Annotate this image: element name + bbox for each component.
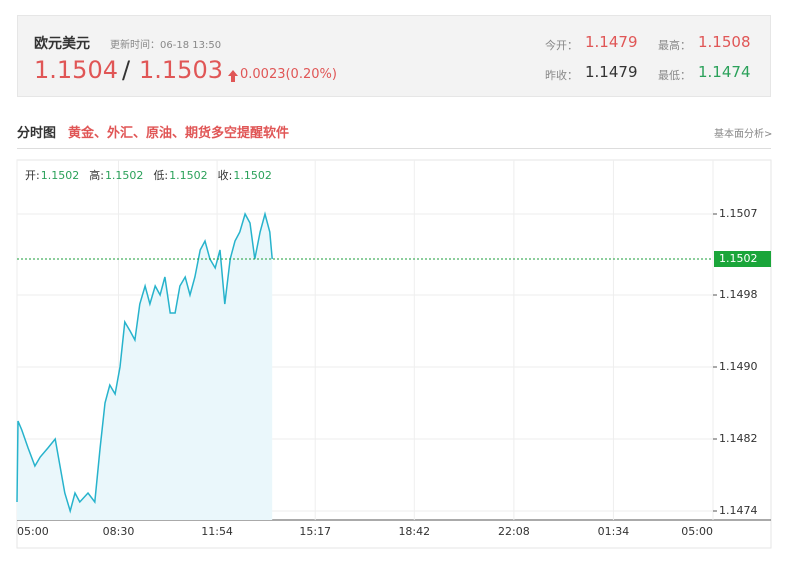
info-value: 1.1502	[41, 169, 80, 182]
change: 0.0023(0.20%)	[240, 67, 337, 82]
y-tick-label: 1.1490	[719, 360, 758, 373]
stat-value: 1.1508	[698, 33, 751, 51]
info-value: 1.1502	[233, 169, 272, 182]
quote-header: 欧元美元 更新时间：06-18 13:50 1.1504 / 1.1503 0.…	[17, 15, 771, 97]
up-arrow	[228, 70, 238, 82]
y-tick-label: 1.1474	[719, 504, 758, 517]
info-value: 1.1502	[105, 169, 144, 182]
tab-title[interactable]: 分时图	[17, 126, 57, 141]
info-value: 1.1502	[169, 169, 208, 182]
stat-label: 今开：	[545, 39, 578, 52]
bid-price: 1.1504	[34, 56, 118, 84]
info-label: 收:	[218, 168, 233, 182]
y-tick-label: 1.1498	[719, 288, 758, 301]
info-label: 开:	[25, 169, 40, 182]
current-price-box	[714, 251, 771, 267]
y-tick-label: 1.1507	[719, 207, 758, 220]
x-tick-label: 05:00	[681, 525, 713, 538]
separator: /	[122, 56, 131, 84]
info-label: 低:	[153, 169, 168, 182]
symbol-title: 欧元美元	[34, 36, 90, 52]
stat-value: 1.1474	[698, 63, 751, 81]
x-tick-label: 15:17	[299, 525, 331, 538]
x-tick-label: 08:30	[103, 525, 135, 538]
x-tick-label: 22:08	[498, 525, 530, 538]
stat-value: 1.1479	[585, 63, 638, 81]
current-price-label: 1.1502	[719, 252, 758, 265]
x-tick-label: 05:00	[17, 525, 49, 538]
info-label: 高:	[89, 168, 104, 182]
area	[17, 214, 273, 520]
divider	[17, 148, 771, 149]
stat-label: 最高：	[658, 39, 691, 52]
stat-value: 1.1479	[585, 33, 638, 51]
y-tick-label: 1.1482	[719, 432, 758, 445]
ask-price: 1.1503	[139, 56, 223, 84]
x-tick-label: 11:54	[201, 525, 233, 538]
x-tick-label: 01:34	[598, 525, 630, 538]
x-tick-label: 18:42	[398, 525, 430, 538]
analysis-link[interactable]: 基本面分析>	[714, 129, 773, 140]
update-time: 更新时间：06-18 13:50	[110, 40, 222, 51]
price-line	[16, 211, 273, 514]
stat-label: 昨收：	[545, 69, 578, 82]
promo-link[interactable]: 黄金、外汇、原油、期货多空提醒软件	[68, 126, 290, 141]
stat-label: 最低：	[658, 69, 691, 82]
